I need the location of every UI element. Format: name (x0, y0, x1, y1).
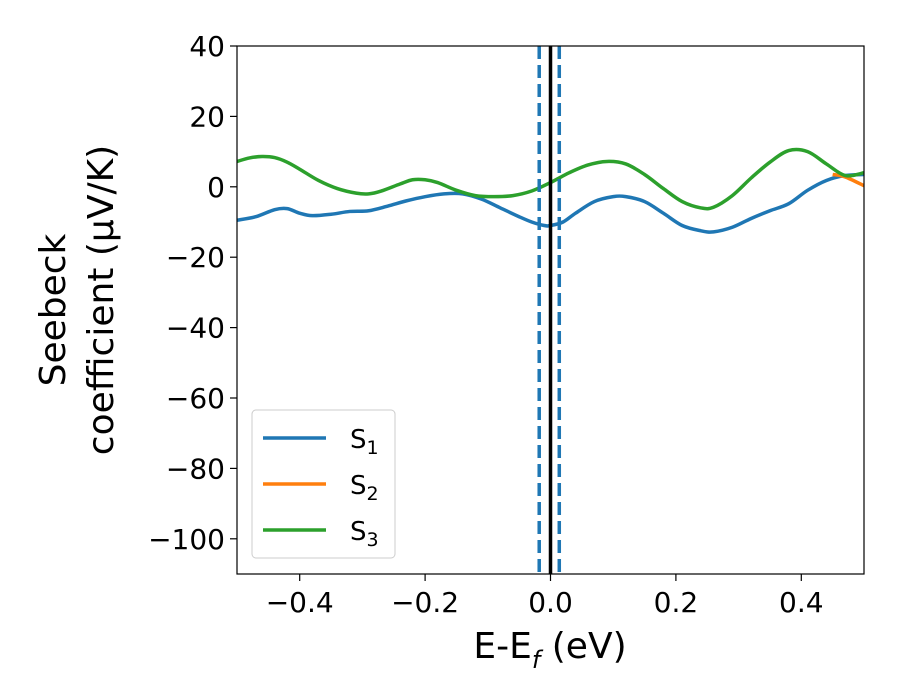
y-tick-label: −100 (148, 523, 225, 556)
series-line-s3 (237, 147, 864, 211)
y-axis-label-line2: coefficient (μV/K) (81, 145, 122, 455)
plot-area (237, 46, 864, 574)
x-axis-label: E-Ef (eV) (473, 626, 626, 674)
legend-label-s1: S1 (350, 425, 379, 459)
series-line-s1 (237, 172, 864, 234)
legend-label-s3: S3 (350, 517, 379, 551)
y-tick-label: 0 (207, 171, 225, 204)
legend: S1 S2 S3 (251, 409, 396, 559)
x-tick-label: 0.0 (528, 586, 573, 619)
y-axis-label-line1: Seebeck (33, 233, 74, 386)
x-tick-label: −0.4 (266, 586, 334, 619)
x-tick-label: −0.2 (391, 586, 459, 619)
y-tick-label: −40 (166, 312, 225, 345)
x-axis-ticks: −0.4 −0.2 0.0 0.2 0.4 (266, 574, 824, 619)
y-tick-label: 40 (189, 30, 225, 63)
y-axis-ticks: 40 20 0 −20 −40 −60 −80 −100 (148, 30, 237, 556)
y-tick-label: −80 (166, 452, 225, 485)
y-tick-label: −20 (166, 241, 225, 274)
x-tick-label: 0.4 (779, 586, 824, 619)
y-tick-label: 20 (189, 100, 225, 133)
x-tick-label: 0.2 (654, 586, 699, 619)
y-tick-label: −60 (166, 382, 225, 415)
legend-label-s2: S2 (350, 471, 379, 505)
